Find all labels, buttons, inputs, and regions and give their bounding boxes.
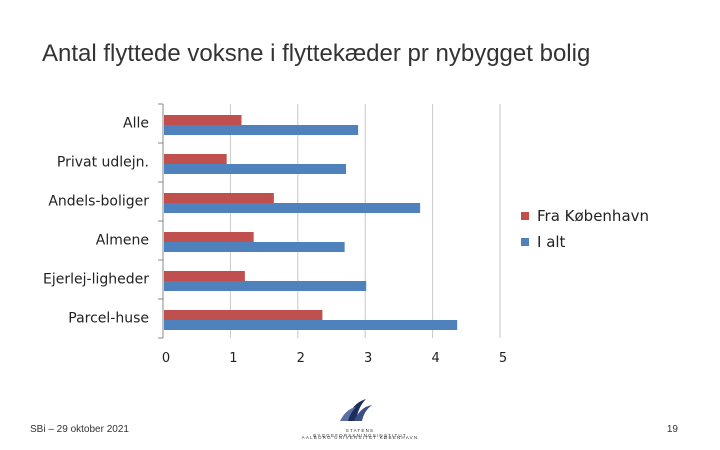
legend-label: Fra København (537, 207, 649, 225)
category-label: Alle (123, 116, 149, 132)
category-label: Almene (96, 233, 149, 249)
bar-fra-koebenhavn (164, 154, 227, 164)
bar-i-alt (164, 320, 458, 330)
bars (164, 115, 458, 330)
bar-fra-koebenhavn (164, 193, 274, 203)
bar-i-alt (164, 203, 421, 213)
legend-swatch (521, 212, 529, 220)
x-tick-label: 0 (162, 351, 170, 366)
logo-text-line1: STATENS BYGGEFORSKNINGSINSTITUT (313, 428, 407, 438)
gridlines (229, 104, 501, 338)
legend-label: I alt (537, 233, 566, 251)
legend: Fra København I alt (521, 207, 649, 251)
bar-fra-koebenhavn (164, 115, 242, 125)
bar-i-alt (164, 242, 345, 252)
bar-i-alt (164, 164, 346, 174)
institute-logo: STATENS BYGGEFORSKNINGSINSTITUT AALBORG … (300, 395, 420, 445)
bar-i-alt (164, 125, 359, 135)
bar-fra-koebenhavn (164, 271, 245, 281)
axes (158, 103, 164, 339)
category-label: Privat udlejn. (57, 155, 149, 171)
bar-fra-koebenhavn (164, 310, 323, 320)
x-tick-label: 3 (364, 351, 372, 366)
slide-title: Antal flyttede voksne i flyttekæder pr n… (42, 40, 591, 67)
bar-i-alt (164, 281, 367, 291)
logo-mark-icon (340, 399, 372, 421)
x-tick-label: 4 (431, 351, 439, 366)
labels: 0 1 2 3 4 5 Alle Privat udlejn. Andels-boliger Al… (43, 116, 507, 367)
bar-fra-koebenhavn (164, 232, 254, 242)
logo-text-line2: AALBORG UNIVERSITET KØBENHAVN (301, 435, 419, 440)
category-label: Ejerlej-ligheder (43, 272, 149, 288)
x-tick-label: 2 (297, 351, 305, 366)
category-label: Parcel-huse (68, 311, 149, 327)
category-label: Andels-boliger (48, 194, 149, 210)
page-number: 19 (666, 424, 678, 435)
legend-swatch (521, 238, 529, 246)
x-tick-label: 1 (229, 351, 237, 366)
x-tick-label: 5 (499, 351, 507, 366)
footer-date: SBi – 29 oktober 2021 (30, 424, 129, 435)
